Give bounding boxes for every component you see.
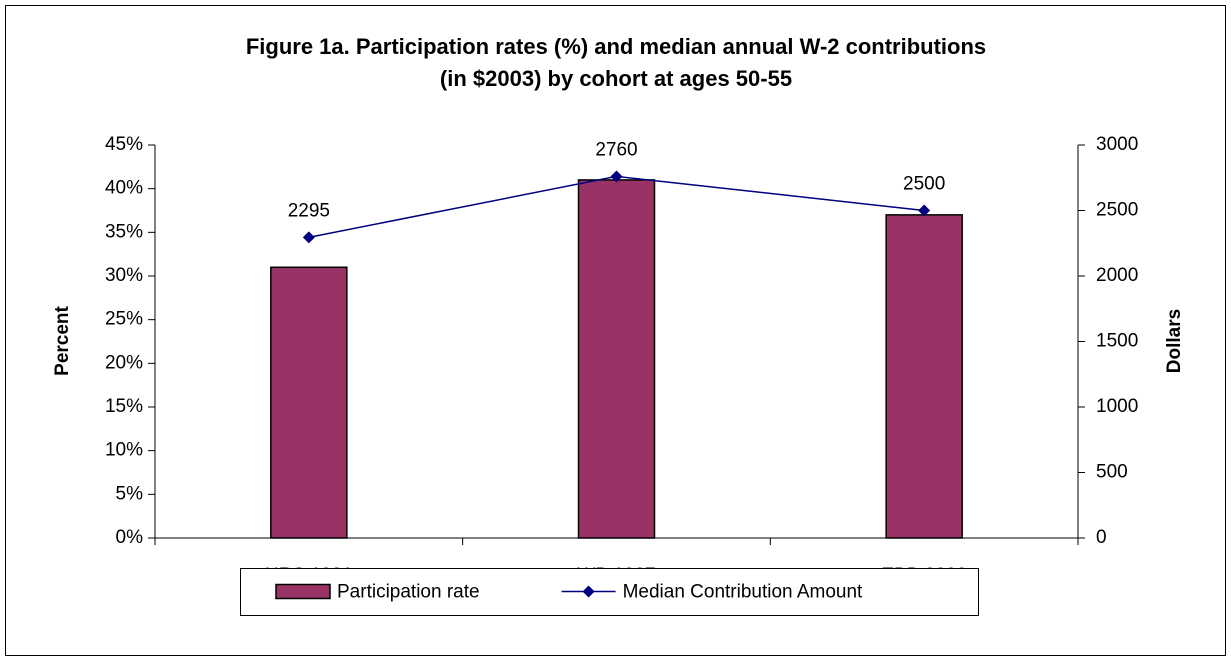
y-tick-label: 20% — [105, 352, 143, 373]
bar — [885, 214, 963, 539]
y2-tick-label: 3000 — [1096, 134, 1138, 155]
y-tick-label: 25% — [105, 309, 143, 330]
y2-tick-label: 2000 — [1096, 265, 1138, 286]
y-tick-label: 30% — [105, 265, 143, 286]
y-tick-label: 45% — [105, 134, 143, 155]
legend-label: Median Contribution Amount — [623, 582, 863, 603]
y-tick-label: 15% — [105, 396, 143, 417]
y-tick-label: 5% — [116, 483, 144, 504]
y2-tick-label: 500 — [1096, 462, 1128, 483]
bar — [577, 179, 656, 539]
y-tick-label: 0% — [116, 527, 144, 548]
y-axis-title: Percent — [52, 305, 73, 375]
line-marker — [610, 170, 623, 183]
y2-tick-label: 1000 — [1096, 396, 1138, 417]
y2-tick-label: 2500 — [1096, 200, 1138, 221]
chart-title: (in $2003) by cohort at ages 50-55 — [440, 66, 792, 91]
data-label: 2295 — [288, 200, 330, 221]
bar — [270, 266, 348, 539]
y-tick-label: 35% — [105, 221, 143, 242]
legend-marker — [582, 585, 595, 598]
line-marker — [302, 231, 315, 244]
legend-swatch — [275, 583, 331, 600]
y2-tick-label: 0 — [1096, 527, 1107, 548]
y-tick-label: 40% — [105, 178, 143, 199]
data-label: 2500 — [903, 174, 945, 195]
y2-tick-label: 1500 — [1096, 331, 1138, 352]
y2-axis-title: Dollars — [1164, 309, 1185, 373]
y-tick-label: 10% — [105, 440, 143, 461]
line-marker — [918, 204, 931, 217]
legend-label: Participation rate — [337, 582, 480, 603]
data-label: 2760 — [595, 139, 637, 160]
chart-title: Figure 1a. Participation rates (%) and m… — [246, 34, 986, 59]
